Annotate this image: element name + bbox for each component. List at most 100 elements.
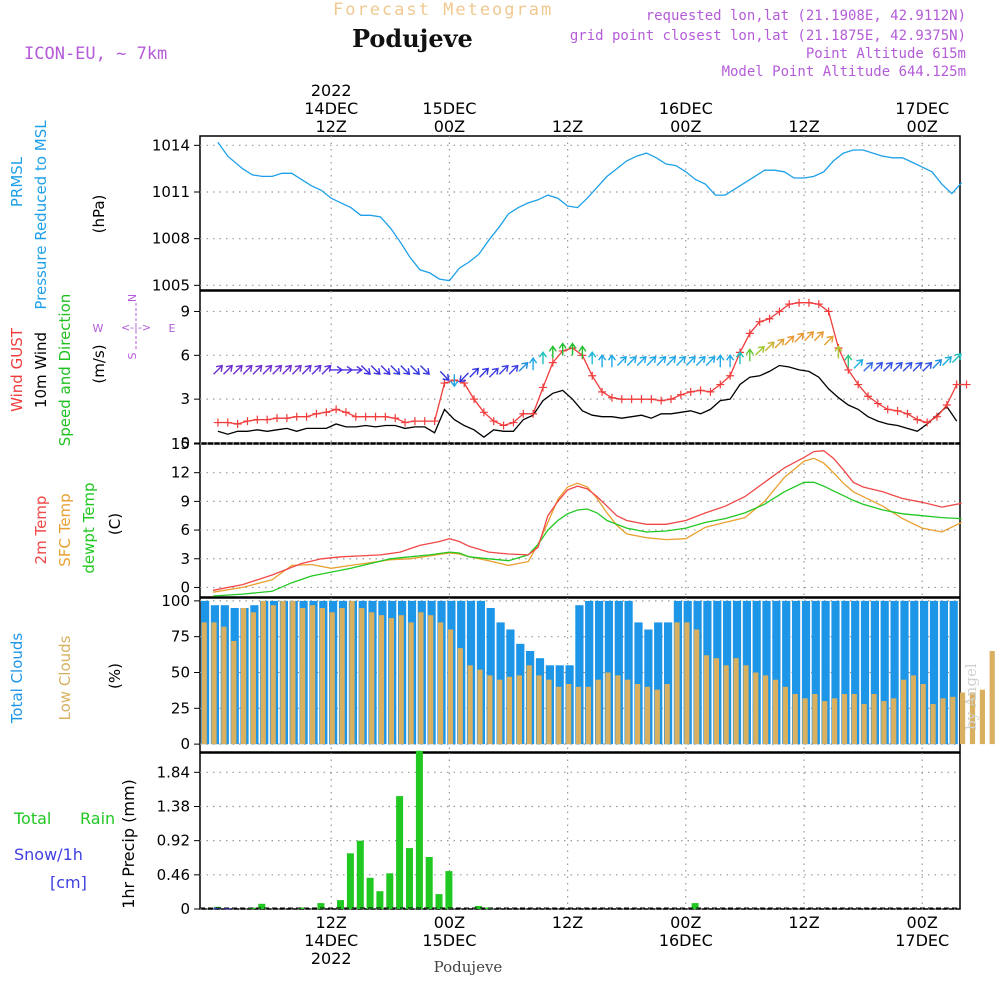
dewpoint-line — [212, 481, 962, 597]
total-cloud-bar — [801, 600, 811, 745]
wind-unit: (m/s) — [90, 344, 108, 383]
gust-marker — [745, 329, 754, 338]
clouds-ytick-label: 25 — [171, 699, 190, 717]
total-cloud-bar — [811, 600, 820, 745]
gust-marker — [755, 317, 764, 326]
low-cloud-bar — [910, 675, 916, 745]
low-cloud-bar — [516, 675, 522, 745]
wind-direction-arrow — [518, 361, 529, 372]
low-cloud-bar — [723, 665, 729, 745]
wind-direction-arrow — [726, 353, 735, 368]
grid-point-coordinates: grid point closest lon,lat (21.1875E, 42… — [569, 28, 966, 44]
gust-marker — [647, 395, 656, 404]
time-label-top: 12Z — [316, 117, 347, 136]
low-cloud-bar — [881, 701, 887, 745]
wind-direction-label: Speed and Direction — [56, 294, 74, 447]
rain-bar — [396, 796, 404, 909]
clouds-unit: (%) — [106, 663, 124, 689]
time-label-bottom: 12Z — [316, 913, 347, 932]
low-cloud-bar — [201, 622, 207, 745]
wind-direction-arrow — [932, 358, 943, 369]
time-label-top: 00Z — [434, 117, 465, 136]
gust-marker — [410, 417, 419, 426]
time-label-top: 16DEC — [659, 99, 713, 118]
gust-marker — [371, 412, 380, 421]
low-cloud-bar — [772, 679, 779, 745]
wind-direction-arrow — [242, 364, 253, 375]
wind-direction-arrow — [479, 367, 490, 378]
wind-direction-arrow — [311, 364, 322, 375]
wind-direction-arrow — [380, 365, 391, 376]
wind-direction-arrow — [912, 361, 923, 372]
gust-marker — [913, 415, 922, 424]
total-cloud-bar — [851, 600, 860, 745]
total-clouds-label: Total Clouds — [8, 633, 26, 725]
total-cloud-bar — [949, 600, 958, 745]
sfc-temp-line — [212, 457, 962, 593]
precip-frame — [199, 752, 961, 910]
total-cloud-bar — [870, 600, 879, 745]
gust-marker — [657, 396, 666, 405]
low-cloud-bar — [891, 698, 897, 745]
low-cloud-bar — [349, 600, 355, 745]
gust-marker — [538, 383, 547, 392]
low-cloud-bar — [467, 665, 473, 745]
low-cloud-bar — [674, 622, 680, 745]
gust-marker — [844, 365, 853, 374]
gust-marker — [282, 414, 291, 423]
time-label-bottom: 15DEC — [422, 931, 476, 950]
gust-marker — [332, 405, 341, 414]
total-cloud-bar — [634, 622, 643, 745]
gust-marker — [381, 412, 390, 421]
total-cloud-bar — [900, 600, 909, 745]
rain-bar — [376, 891, 384, 909]
wind-direction-arrow — [459, 372, 469, 383]
wind-direction-arrow — [213, 364, 224, 375]
rain-bar — [474, 906, 482, 909]
wind-direction-arrow — [656, 355, 667, 366]
gust-marker — [903, 409, 912, 418]
gust-marker — [440, 379, 449, 388]
gust-marker — [253, 415, 262, 424]
wind-ytick-label: 9 — [180, 302, 190, 320]
precip-ytick-label: 0 — [180, 900, 190, 918]
gust-marker — [509, 418, 518, 427]
gust-marker — [696, 386, 705, 395]
point-altitude: Point Altitude 615m — [805, 46, 966, 62]
gust-marker — [942, 401, 951, 409]
gust-marker — [824, 307, 833, 316]
gust-marker — [361, 412, 370, 421]
wind-direction-arrow — [685, 355, 696, 366]
wind-direction-arrow — [321, 364, 332, 375]
low-cloud-bar — [871, 694, 877, 745]
gust-marker — [213, 418, 222, 427]
sfc-temp-label: SFC Temp — [56, 493, 74, 566]
low-cloud-bar — [457, 648, 463, 745]
total-cloud-bar — [880, 600, 889, 745]
rain-bar — [346, 853, 354, 909]
wind-direction-arrow — [626, 355, 637, 366]
gust-marker — [302, 412, 311, 421]
gust-marker — [263, 415, 272, 424]
low-cloud-bar — [447, 629, 454, 745]
rain-bar — [366, 877, 374, 909]
total-cloud-bar — [654, 622, 663, 745]
wind-direction-arrow — [844, 353, 853, 368]
wind-direction-arrow — [301, 364, 312, 375]
rain-bar — [386, 873, 394, 909]
wind-ytick-label: 6 — [180, 346, 190, 364]
low-cloud-bar — [812, 694, 818, 745]
time-label-bottom: 00Z — [907, 913, 938, 932]
wind-direction-arrow — [705, 355, 716, 366]
time-label-bottom: 00Z — [434, 913, 465, 932]
gust-marker — [726, 371, 735, 380]
clouds-ytick-label: 100 — [161, 592, 190, 610]
low-cloud-bar — [378, 615, 385, 745]
low-cloud-bar — [536, 675, 542, 745]
time-label-bottom: 14DEC — [304, 931, 358, 950]
rain-bar — [415, 750, 423, 909]
wind-direction-arrow — [538, 350, 548, 365]
low-cloud-bar — [930, 704, 936, 745]
wind-direction-arrow — [390, 365, 401, 376]
wind-direction-arrow — [529, 356, 538, 371]
